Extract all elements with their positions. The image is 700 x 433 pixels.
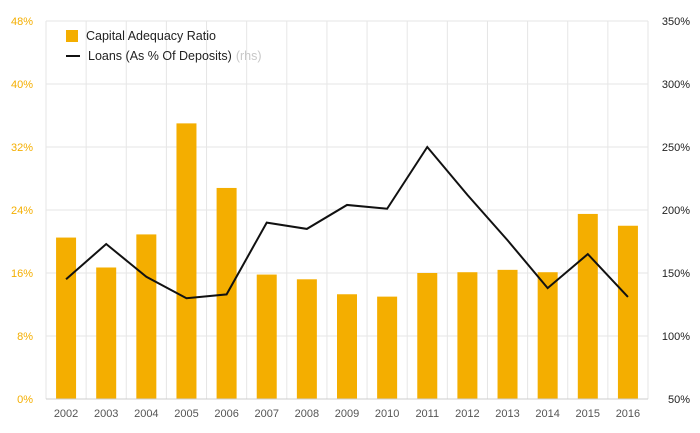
bar-2007: [256, 274, 277, 399]
x-tick-label: 2007: [254, 408, 278, 420]
x-tick-label: 2013: [495, 408, 519, 420]
gridlines: [45, 20, 649, 400]
y-left-tick-label: 32%: [11, 142, 33, 154]
bar-2008: [296, 279, 317, 399]
y-left-tick-label: 24%: [11, 205, 33, 217]
legend-item-line: Loans (As % Of Deposits) (rhs): [66, 46, 262, 66]
bar-2015: [577, 213, 598, 399]
y-right-tick-label: 50%: [668, 394, 690, 406]
legend-bar-swatch: [66, 30, 78, 42]
legend-item-bar: Capital Adequacy Ratio: [66, 26, 262, 46]
y-left-tick-label: 16%: [11, 268, 33, 280]
bar-2002: [56, 237, 77, 399]
x-tick-label: 2004: [134, 408, 158, 420]
bar-2014: [537, 272, 558, 399]
bar-2010: [377, 296, 398, 399]
x-tick-label: 2011: [415, 408, 439, 420]
bar-2013: [497, 269, 518, 399]
legend-bar-label: Capital Adequacy Ratio: [86, 29, 216, 43]
y-left-tick-label: 40%: [11, 79, 33, 91]
bar-2012: [457, 272, 478, 399]
x-tick-label: 2010: [375, 408, 399, 420]
x-tick-label: 2006: [214, 408, 238, 420]
bar-2011: [417, 273, 438, 399]
bar-2009: [337, 294, 357, 399]
y-right-tick-label: 150%: [662, 268, 690, 280]
y-right-tick-label: 350%: [662, 16, 690, 28]
legend-line-swatch: [66, 55, 80, 57]
y-left-tick-label: 0%: [17, 394, 33, 406]
legend-line-note: (rhs): [235, 49, 262, 63]
y-right-tick-label: 250%: [662, 142, 690, 154]
x-tick-label: 2009: [335, 408, 359, 420]
axes: 0% 8% 16% 24% 32% 40% 48% 50% 100% 150% 200% 250% 30…: [11, 16, 690, 420]
line-series: [65, 145, 629, 300]
legend: Capital Adequacy Ratio Loans (As % Of De…: [66, 26, 262, 66]
x-tick-label: 2015: [576, 408, 600, 420]
legend-line-label: Loans (As % Of Deposits): [88, 49, 232, 63]
y-left-tick-label: 48%: [11, 16, 33, 28]
bar-2004: [136, 234, 157, 399]
y-right-tick-label: 300%: [662, 79, 690, 91]
x-tick-label: 2016: [616, 408, 640, 420]
y-right-tick-label: 200%: [662, 205, 690, 217]
x-tick-label: 2014: [535, 408, 559, 420]
y-left-tick-label: 8%: [17, 331, 33, 343]
bar-2016: [617, 225, 638, 399]
x-tick-label: 2008: [295, 408, 319, 420]
bar-series: [56, 123, 638, 399]
x-tick-label: 2012: [455, 408, 479, 420]
bar-2003: [96, 267, 117, 399]
x-tick-label: 2002: [54, 408, 78, 420]
y-right-tick-label: 100%: [662, 331, 690, 343]
bar-2005: [176, 123, 197, 399]
x-tick-label: 2005: [174, 408, 198, 420]
x-tick-label: 2003: [94, 408, 118, 420]
